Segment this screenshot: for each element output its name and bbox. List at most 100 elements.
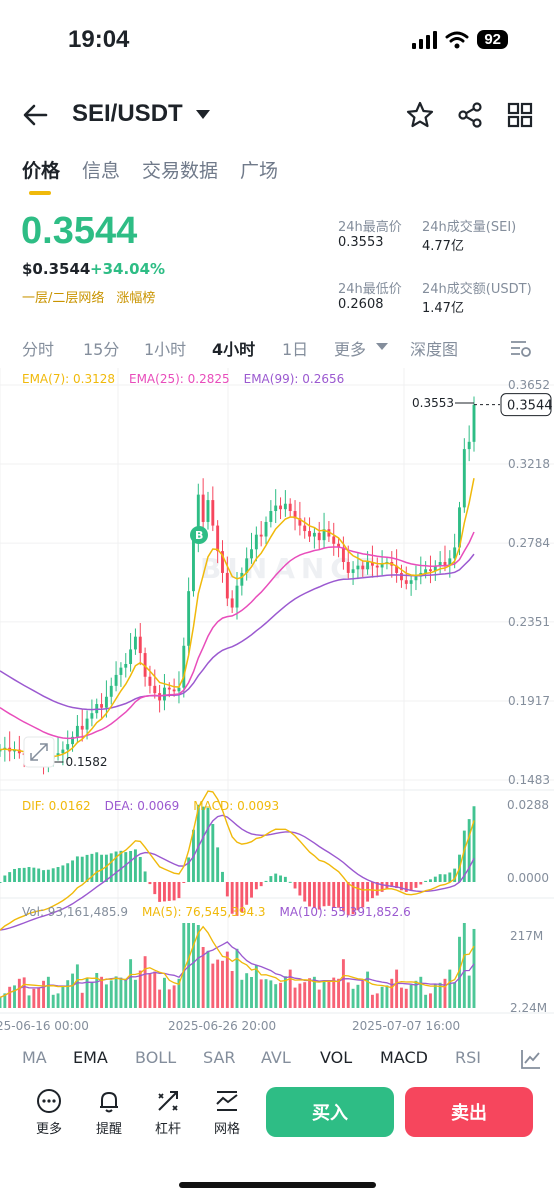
- volume-bar: [182, 923, 186, 1008]
- volume-bar: [395, 969, 399, 1008]
- dif-label: DIF: 0.0162: [22, 799, 91, 813]
- volume-bar: [337, 978, 341, 1008]
- tab-price[interactable]: 价格: [22, 156, 60, 195]
- volume-bar: [114, 976, 118, 1008]
- share-icon[interactable]: [455, 100, 485, 130]
- candle-body: [438, 562, 442, 566]
- indicator-ma[interactable]: MA: [22, 1048, 47, 1067]
- sell-button[interactable]: 卖出: [405, 1087, 533, 1137]
- volume-bar: [404, 988, 408, 1008]
- macd-bar: [37, 868, 41, 882]
- candle-body: [264, 521, 268, 537]
- candle-body: [235, 585, 239, 608]
- macd-bar: [124, 852, 128, 882]
- volume-bar: [419, 976, 423, 1008]
- candle-body: [322, 529, 326, 541]
- interval-more[interactable]: 更多: [334, 340, 367, 359]
- candle-body: [472, 404, 476, 442]
- candle-body: [274, 505, 278, 512]
- tag-layer-network[interactable]: 一层/二层网络: [22, 291, 105, 306]
- macd-legend: DIF: 0.0162 DEA: 0.0069 MACD: 0.0093: [22, 799, 279, 813]
- macd-bar: [104, 854, 108, 882]
- interval-4h[interactable]: 4小时: [212, 340, 256, 359]
- alert-label: 提醒: [95, 1122, 122, 1137]
- candle-body: [259, 534, 263, 537]
- macd-bar: [75, 856, 79, 882]
- macd-bar: [114, 851, 118, 882]
- back-arrow-icon[interactable]: [20, 100, 50, 130]
- indicator-macd[interactable]: MACD: [380, 1048, 428, 1067]
- candle-body: [80, 725, 84, 730]
- status-icons: 92: [412, 30, 508, 49]
- candle-body: [129, 649, 133, 664]
- indicator-boll[interactable]: BOLL: [135, 1048, 177, 1067]
- grid-button[interactable]: 网格: [203, 1088, 251, 1137]
- volume-bar: [3, 993, 7, 1008]
- macd-bar: [240, 882, 244, 913]
- interval-line[interactable]: 分时: [22, 340, 55, 359]
- pair-dropdown-caret-icon[interactable]: [196, 110, 210, 119]
- more-button[interactable]: 更多: [25, 1088, 73, 1137]
- kline-chart-area[interactable]: BINANCE 0.3652 0.3218 0.2784 0.2351 0.1917 0.1…: [0, 368, 554, 1044]
- volume-value: 4.77亿: [422, 239, 464, 254]
- pair-title[interactable]: SEI/USDT: [72, 100, 183, 127]
- indicator-settings-icon[interactable]: [520, 1048, 542, 1070]
- candle-body: [61, 749, 65, 754]
- kline-chart-svg[interactable]: BINANCE0.36520.32180.27840.23510.19170.1…: [0, 368, 554, 1044]
- bell-icon: [100, 1092, 118, 1113]
- volume-bar: [71, 973, 75, 1008]
- macd-bar: [32, 867, 36, 882]
- more-caret-icon[interactable]: [376, 343, 388, 351]
- chart-settings-icon[interactable]: [510, 338, 532, 358]
- candle-body: [269, 511, 273, 522]
- star-icon[interactable]: [405, 100, 435, 130]
- ema99-line: [0, 553, 475, 711]
- volume-bar: [129, 959, 133, 1008]
- tab-info[interactable]: 信息: [82, 160, 121, 182]
- indicator-rsi[interactable]: RSI: [455, 1048, 481, 1067]
- price-axis-label: 0.3652: [508, 378, 550, 392]
- signal-icon: [412, 30, 438, 49]
- volume-bar: [453, 982, 457, 1008]
- volume-bar: [264, 979, 268, 1008]
- price-axis-label: 0.1917: [508, 694, 550, 708]
- volume-bar: [0, 997, 2, 1008]
- candle-body: [254, 534, 258, 550]
- volume-bar: [414, 980, 418, 1008]
- macd-bar: [399, 882, 403, 891]
- alert-button[interactable]: 提醒: [85, 1088, 133, 1137]
- candle-body: [162, 687, 166, 701]
- interval-1h[interactable]: 1小时: [144, 340, 187, 359]
- macd-bar: [235, 882, 239, 916]
- macd-bar: [162, 882, 166, 902]
- macd-bar: [433, 876, 437, 882]
- tab-trading-data[interactable]: 交易数据: [142, 160, 219, 182]
- price-axis-label: 0.3218: [508, 457, 550, 471]
- grid-menu-icon[interactable]: [505, 100, 535, 130]
- interval-1d[interactable]: 1日: [282, 340, 309, 359]
- indicator-vol[interactable]: VOL: [320, 1048, 353, 1067]
- time-axis-label: 25-06-16 00:00: [0, 1019, 89, 1033]
- tab-square[interactable]: 广场: [240, 160, 279, 182]
- bottom-action-bar: 更多 提醒 杠杆 网格 买入 卖出: [0, 1086, 554, 1146]
- volume-bar: [298, 983, 302, 1008]
- macd-bar: [254, 882, 258, 890]
- buy-button[interactable]: 买入: [266, 1087, 394, 1137]
- volume-bar: [250, 977, 253, 1008]
- leverage-button[interactable]: 杠杆: [144, 1088, 192, 1137]
- candle-body: [356, 565, 360, 570]
- depth-chart-tab[interactable]: 深度图: [410, 340, 459, 359]
- macd-bar: [119, 850, 123, 882]
- tag-gainers[interactable]: 涨幅榜: [116, 291, 156, 306]
- volume-bar: [269, 980, 273, 1008]
- indicator-sar[interactable]: SAR: [203, 1048, 236, 1067]
- candle-body: [153, 685, 157, 694]
- volume-bar: [8, 986, 12, 1008]
- volume-bar: [240, 979, 244, 1008]
- macd-bar: [56, 867, 60, 882]
- indicator-avl[interactable]: AVL: [261, 1048, 291, 1067]
- interval-15m[interactable]: 15分: [83, 340, 120, 359]
- indicator-ema[interactable]: EMA: [73, 1048, 108, 1067]
- volume-bar: [279, 982, 282, 1008]
- macd-bar: [51, 868, 55, 882]
